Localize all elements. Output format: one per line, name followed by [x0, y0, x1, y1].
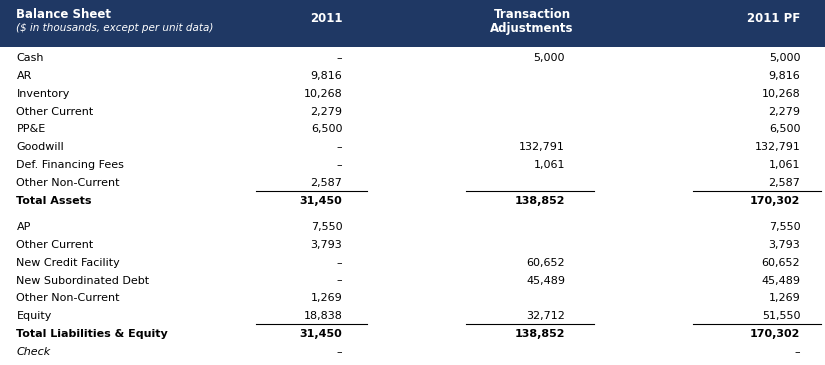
Text: 7,550: 7,550	[769, 222, 800, 232]
Text: 1,061: 1,061	[769, 160, 800, 170]
Text: 6,500: 6,500	[311, 124, 342, 134]
Text: –: –	[337, 276, 342, 285]
Text: Goodwill: Goodwill	[16, 142, 64, 152]
Text: 170,302: 170,302	[750, 329, 800, 339]
Text: 10,268: 10,268	[304, 89, 342, 99]
Text: PP&E: PP&E	[16, 124, 45, 134]
Text: 10,268: 10,268	[761, 89, 800, 99]
Text: 2011 PF: 2011 PF	[747, 12, 800, 25]
Text: 31,450: 31,450	[299, 196, 342, 206]
Text: 9,816: 9,816	[769, 71, 800, 81]
Text: Adjustments: Adjustments	[490, 22, 574, 35]
Text: Balance Sheet: Balance Sheet	[16, 8, 111, 21]
Text: 31,450: 31,450	[299, 329, 342, 339]
Text: 6,500: 6,500	[769, 124, 800, 134]
Text: 138,852: 138,852	[515, 196, 565, 206]
Text: 60,652: 60,652	[761, 258, 800, 268]
Text: 132,791: 132,791	[754, 142, 800, 152]
Text: 170,302: 170,302	[750, 196, 800, 206]
Text: Other Non-Current: Other Non-Current	[16, 293, 120, 303]
Text: –: –	[794, 347, 800, 357]
Text: 18,838: 18,838	[304, 311, 342, 321]
Text: 3,793: 3,793	[311, 240, 342, 250]
Text: 5,000: 5,000	[534, 53, 565, 63]
Text: 1,061: 1,061	[534, 160, 565, 170]
Text: 5,000: 5,000	[769, 53, 800, 63]
Text: –: –	[337, 53, 342, 63]
Text: New Credit Facility: New Credit Facility	[16, 258, 120, 268]
Text: 32,712: 32,712	[526, 311, 565, 321]
Text: AP: AP	[16, 222, 31, 232]
Text: New Subordinated Debt: New Subordinated Debt	[16, 276, 149, 285]
Text: 2,587: 2,587	[768, 178, 800, 188]
Text: ($ in thousands, except per unit data): ($ in thousands, except per unit data)	[16, 23, 214, 33]
Text: Total Assets: Total Assets	[16, 196, 92, 206]
Text: 45,489: 45,489	[761, 276, 800, 285]
Text: Cash: Cash	[16, 53, 44, 63]
Text: 132,791: 132,791	[519, 142, 565, 152]
Text: 2,587: 2,587	[310, 178, 342, 188]
Text: 7,550: 7,550	[311, 222, 342, 232]
Text: AR: AR	[16, 71, 32, 81]
Text: –: –	[337, 347, 342, 357]
Text: Equity: Equity	[16, 311, 52, 321]
Text: 60,652: 60,652	[526, 258, 565, 268]
Text: –: –	[337, 142, 342, 152]
Text: –: –	[337, 160, 342, 170]
Text: Other Current: Other Current	[16, 240, 94, 250]
Text: Other Current: Other Current	[16, 107, 94, 116]
Text: Transaction: Transaction	[493, 8, 571, 21]
Text: –: –	[337, 258, 342, 268]
Text: Total Liabilities & Equity: Total Liabilities & Equity	[16, 329, 168, 339]
Text: 2011: 2011	[310, 12, 342, 25]
Text: Other Non-Current: Other Non-Current	[16, 178, 120, 188]
Text: 1,269: 1,269	[769, 293, 800, 303]
Text: Inventory: Inventory	[16, 89, 70, 99]
Text: 2,279: 2,279	[768, 107, 800, 116]
Text: 1,269: 1,269	[311, 293, 342, 303]
Text: 3,793: 3,793	[769, 240, 800, 250]
Text: 45,489: 45,489	[526, 276, 565, 285]
Text: 51,550: 51,550	[761, 311, 800, 321]
Text: 138,852: 138,852	[515, 329, 565, 339]
Text: Def. Financing Fees: Def. Financing Fees	[16, 160, 125, 170]
Text: Check: Check	[16, 347, 51, 357]
Text: 2,279: 2,279	[310, 107, 342, 116]
Bar	[0, 0, 825, 47]
Text: 9,816: 9,816	[311, 71, 342, 81]
